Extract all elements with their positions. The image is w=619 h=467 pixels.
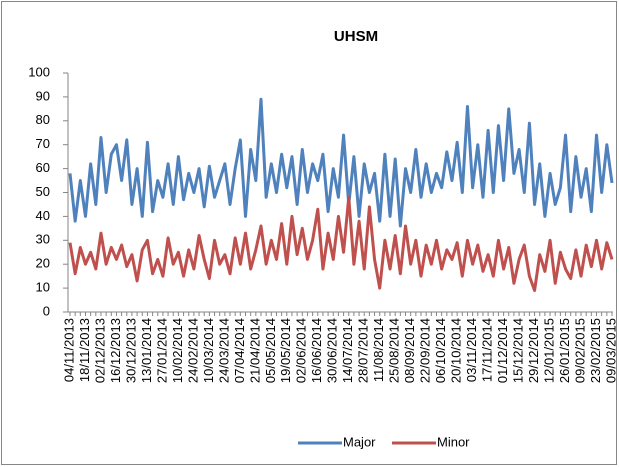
x-tick-label: 23/02/2015: [588, 318, 603, 383]
y-tick-label: 80: [36, 112, 50, 127]
x-tick-label: 29/12/2014: [526, 318, 541, 383]
x-tick-label: 21/04/2014: [247, 318, 262, 383]
x-tick-label: 01/12/2014: [495, 318, 510, 383]
x-tick-label: 15/12/2014: [511, 318, 526, 383]
x-tick-label: 30/12/2013: [123, 318, 138, 383]
x-tick-label: 17/11/2014: [480, 318, 495, 382]
y-tick-label: 90: [36, 88, 50, 103]
legend-label: Major: [343, 434, 376, 449]
y-tick-label: 70: [36, 136, 50, 151]
x-tick-label: 07/04/2014: [232, 318, 247, 383]
x-tick-label: 24/03/2014: [216, 318, 231, 383]
y-tick-label: 100: [28, 64, 50, 79]
x-tick-label: 30/06/2014: [325, 318, 340, 383]
x-tick-label: 25/08/2014: [387, 318, 402, 383]
x-tick-label: 28/07/2014: [356, 318, 371, 383]
x-tick-label: 16/12/2013: [108, 318, 123, 383]
x-tick-label: 06/10/2014: [433, 318, 448, 383]
x-tick-label: 10/02/2014: [170, 318, 185, 383]
x-tick-label: 09/02/2015: [572, 318, 587, 383]
x-tick-label: 08/09/2014: [402, 318, 417, 383]
series-line: [68, 195, 614, 292]
legend-label: Minor: [437, 434, 470, 449]
series-line: [68, 97, 614, 228]
y-tick-label: 60: [36, 160, 50, 175]
x-tick-label: 18/11/2013: [77, 318, 92, 382]
x-tick-label: 10/03/2014: [201, 318, 216, 383]
x-tick-label: 14/07/2014: [340, 318, 355, 383]
x-tick-label: 22/09/2014: [418, 318, 433, 383]
y-tick-label: 0: [43, 303, 50, 318]
x-tick-label: 16/06/2014: [309, 318, 324, 383]
x-tick-label: 04/11/2013: [61, 318, 76, 382]
y-tick-label: 40: [36, 208, 50, 223]
x-tick-label: 12/01/2015: [541, 318, 556, 383]
x-tick-label: 27/01/2014: [154, 318, 169, 383]
y-tick-label: 50: [36, 184, 50, 199]
x-tick-label: 11/08/2014: [371, 318, 386, 382]
y-tick-label: 10: [36, 280, 50, 295]
x-tick-label: 02/06/2014: [294, 318, 309, 383]
x-tick-label: 02/12/2013: [92, 318, 107, 383]
chart-title: UHSM: [334, 28, 378, 45]
y-tick-label: 30: [36, 232, 50, 247]
x-tick-label: 26/01/2015: [557, 318, 572, 383]
x-tick-label: 03/11/2014: [464, 318, 479, 382]
x-tick-label: 19/05/2014: [278, 318, 293, 383]
x-tick-label: 24/02/2014: [185, 318, 200, 383]
x-tick-label: 20/10/2014: [449, 318, 464, 383]
x-tick-label: 13/01/2014: [139, 318, 154, 383]
x-tick-label: 09/03/2015: [603, 318, 618, 383]
y-tick-label: 20: [36, 256, 50, 271]
x-tick-label: 05/05/2014: [263, 318, 278, 383]
